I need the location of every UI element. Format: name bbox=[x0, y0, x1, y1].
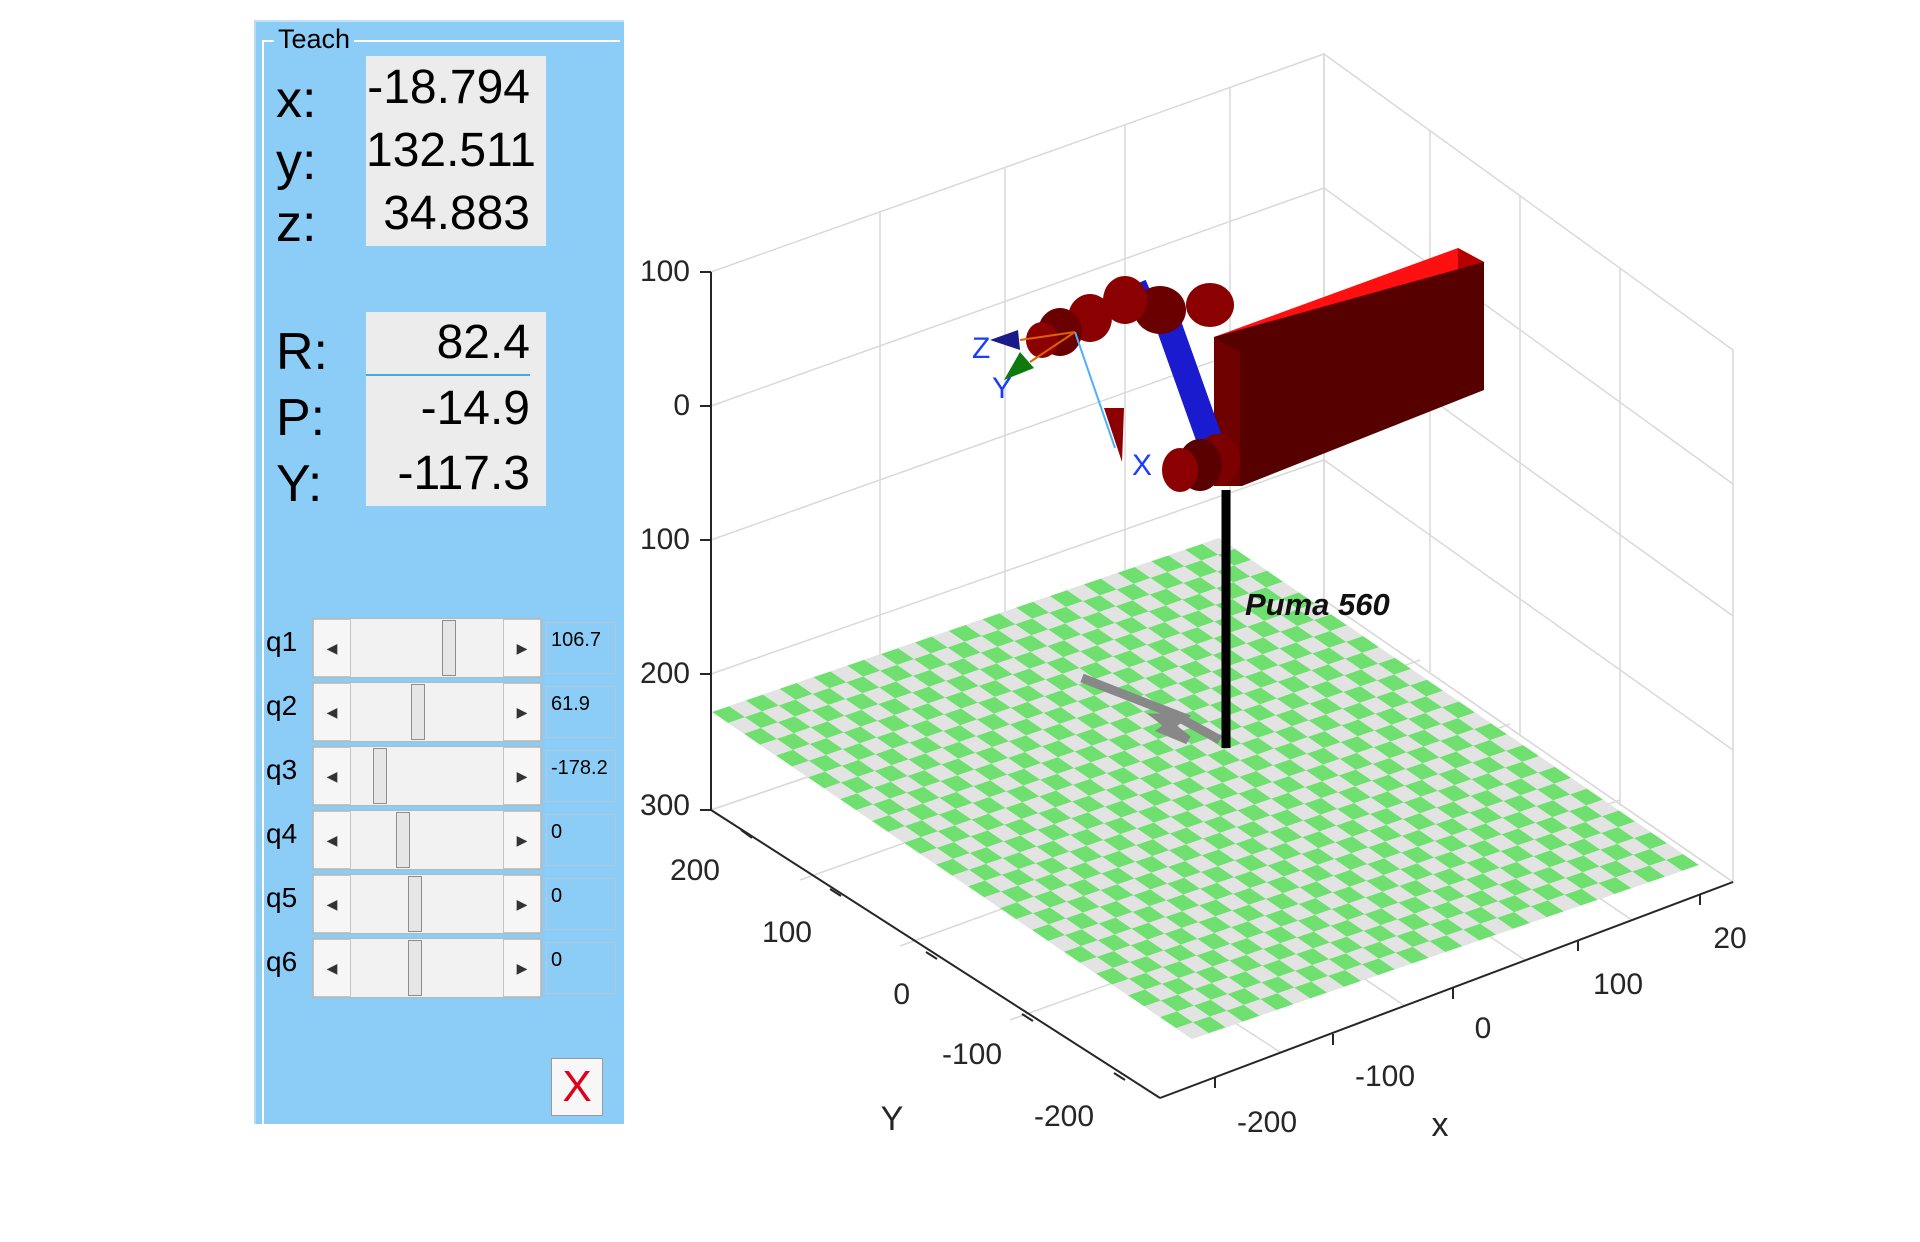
y-label: y: bbox=[276, 133, 317, 191]
yaw-label: Y: bbox=[276, 455, 323, 513]
joint-value-q6[interactable]: 0 bbox=[546, 942, 616, 994]
joint-value-q5[interactable]: 0 bbox=[546, 878, 616, 930]
joint-slider-q4[interactable]: ◀ ▶ bbox=[312, 810, 542, 870]
slider-thumb[interactable] bbox=[408, 940, 423, 996]
y-axis-label: Y bbox=[881, 1100, 904, 1138]
robot-shadow bbox=[1080, 673, 1223, 745]
x-axis-label: x bbox=[1432, 1106, 1449, 1144]
frame-label-x: X bbox=[1132, 449, 1152, 482]
slider-left-arrow-icon[interactable]: ◀ bbox=[313, 747, 351, 805]
roll-value: 82.4 bbox=[366, 312, 530, 376]
robot-name-label: Puma 560 bbox=[1245, 587, 1390, 622]
joint-slider-q5[interactable]: ◀ ▶ bbox=[312, 874, 542, 934]
shoulder-block bbox=[1214, 248, 1484, 486]
joint-slider-q6[interactable]: ◀ ▶ bbox=[312, 938, 542, 998]
joint-value-q4[interactable]: 0 bbox=[546, 814, 616, 866]
joint-value-q2[interactable]: 61.9 bbox=[546, 686, 616, 738]
joint-value-q1[interactable]: 106.7 bbox=[546, 622, 616, 674]
x-tick-label: -200 bbox=[1237, 1106, 1297, 1139]
joint-slider-q2[interactable]: ◀ ▶ bbox=[312, 682, 542, 742]
y-tick-label: -200 bbox=[1034, 1100, 1094, 1133]
slider-right-arrow-icon[interactable]: ▶ bbox=[503, 619, 541, 677]
slider-thumb[interactable] bbox=[408, 876, 423, 932]
slider-thumb[interactable] bbox=[373, 748, 388, 804]
x-value: -18.794 bbox=[367, 61, 530, 114]
teach-panel: Teach x: y: z: -18.794 132.511 34.883 R:… bbox=[254, 20, 624, 1242]
x-tick-label: -100 bbox=[1355, 1060, 1415, 1093]
z-tick-label: 200 bbox=[640, 657, 690, 690]
joint-label: q1 bbox=[266, 626, 298, 657]
slider-left-arrow-icon[interactable]: ◀ bbox=[313, 939, 351, 997]
x-label: x: bbox=[276, 71, 317, 129]
slider-left-arrow-icon[interactable]: ◀ bbox=[313, 875, 351, 933]
y-tick-label: -100 bbox=[942, 1038, 1002, 1071]
z-tick-label: 100 bbox=[640, 255, 690, 288]
pitch-label: P: bbox=[276, 389, 326, 447]
joint-label: q5 bbox=[266, 882, 298, 913]
y-tick-label: 200 bbox=[670, 854, 720, 887]
roll-label: R: bbox=[276, 323, 328, 381]
y-tick-label: 0 bbox=[893, 978, 910, 1011]
orientation-readout: 82.4 -14.9 -117.3 bbox=[366, 312, 546, 506]
joint-label: q3 bbox=[266, 754, 298, 785]
teach-frame bbox=[262, 40, 620, 1242]
frame-label-y: Y bbox=[992, 372, 1012, 405]
y-tick-label: 100 bbox=[762, 916, 812, 949]
slider-right-arrow-icon[interactable]: ▶ bbox=[503, 939, 541, 997]
joint-value-q3[interactable]: -178.2 bbox=[546, 750, 616, 802]
slider-right-arrow-icon[interactable]: ▶ bbox=[503, 811, 541, 869]
y-value: 132.511 bbox=[366, 124, 536, 177]
x-tick-label: 20 bbox=[1713, 922, 1746, 955]
z-tick-label: 300 bbox=[640, 789, 690, 822]
close-button[interactable]: X bbox=[551, 1058, 603, 1116]
x-tick-label: 0 bbox=[1475, 1012, 1492, 1045]
position-readout: -18.794 132.511 34.883 bbox=[366, 56, 546, 246]
slider-thumb[interactable] bbox=[442, 620, 456, 676]
x-tick-label: 100 bbox=[1593, 968, 1643, 1001]
joint-label: q2 bbox=[266, 690, 298, 721]
joint-label: q4 bbox=[266, 818, 298, 849]
z-label: z: bbox=[276, 195, 317, 253]
robot-arm bbox=[1026, 276, 1240, 492]
slider-left-arrow-icon[interactable]: ◀ bbox=[313, 811, 351, 869]
joint-slider-q3[interactable]: ◀ ▶ bbox=[312, 746, 542, 806]
yaw-value: -117.3 bbox=[397, 447, 530, 500]
slider-right-arrow-icon[interactable]: ▶ bbox=[503, 747, 541, 805]
slider-thumb[interactable] bbox=[411, 684, 426, 740]
slider-right-arrow-icon[interactable]: ▶ bbox=[503, 683, 541, 741]
slider-left-arrow-icon[interactable]: ◀ bbox=[313, 619, 351, 677]
slider-left-arrow-icon[interactable]: ◀ bbox=[313, 683, 351, 741]
z-tick-label: 0 bbox=[673, 389, 690, 422]
frame-label-z: Z bbox=[972, 332, 990, 365]
checkered-floor bbox=[712, 537, 1699, 1039]
slider-thumb[interactable] bbox=[395, 812, 410, 868]
slider-right-arrow-icon[interactable]: ▶ bbox=[503, 875, 541, 933]
robot-3d-plot[interactable]: 100 0 100 200 300 200 100 0 -100 -200 Y … bbox=[0, 0, 1920, 1152]
joint-slider-q1[interactable]: ◀ ▶ bbox=[312, 618, 542, 678]
axis-lines bbox=[700, 271, 1734, 1099]
z-value: 34.883 bbox=[383, 187, 530, 240]
joint-label: q6 bbox=[266, 946, 298, 977]
end-effector-frame: X Y Z bbox=[972, 330, 1152, 482]
teach-title: Teach bbox=[274, 24, 355, 55]
pitch-value: -14.9 bbox=[420, 382, 530, 435]
z-tick-label: 100 bbox=[640, 523, 690, 556]
